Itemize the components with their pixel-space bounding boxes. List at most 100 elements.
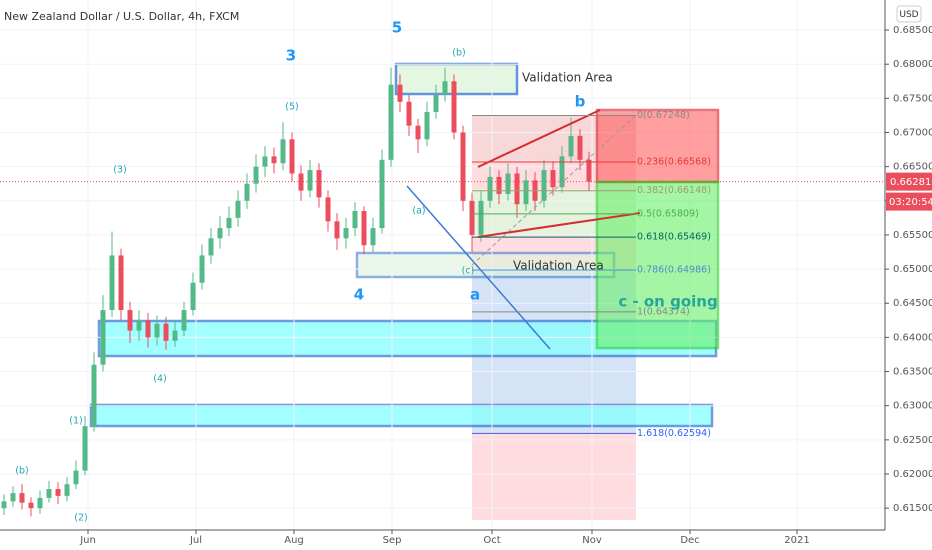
trend-line bbox=[406, 185, 551, 350]
annotation: a bbox=[470, 286, 480, 304]
price-tag-label: 0.66281 bbox=[890, 177, 931, 188]
drawings-over: 0(0.67248) 0.236(0.66568) 0.382(0.66148) 0.… bbox=[15, 19, 720, 524]
candle-body bbox=[343, 228, 349, 239]
y-tick-label: 0.61500 bbox=[893, 503, 932, 514]
candle-body bbox=[73, 470, 79, 485]
y-tick-label: 0.62000 bbox=[893, 469, 932, 480]
fib-label: 1(0.64374) bbox=[637, 306, 690, 317]
candle-body bbox=[298, 173, 304, 191]
trend-line bbox=[477, 212, 641, 238]
currency-label[interactable]: USD bbox=[899, 10, 918, 20]
candle-body bbox=[307, 170, 313, 191]
candle-body bbox=[469, 200, 475, 235]
candle-body bbox=[496, 176, 502, 194]
x-tick-label: 2021 bbox=[784, 535, 809, 546]
candle-body bbox=[28, 502, 34, 509]
candle-body bbox=[505, 173, 511, 194]
candle-body bbox=[163, 323, 169, 341]
candle-body bbox=[64, 484, 70, 496]
y-tick-label: 0.62500 bbox=[893, 435, 932, 446]
candle-body bbox=[199, 255, 205, 283]
trend-line bbox=[477, 109, 601, 168]
chart-title: New Zealand Dollar / U.S. Dollar, 4h, FX… bbox=[4, 10, 239, 23]
candle-body bbox=[325, 197, 331, 222]
annotation: (c) bbox=[462, 266, 475, 277]
candle-body bbox=[568, 135, 574, 157]
annotation: (5) bbox=[285, 102, 298, 113]
annotation: Validation Area bbox=[522, 71, 613, 85]
candle-body bbox=[208, 238, 214, 256]
candle-body bbox=[433, 94, 439, 113]
y-tick-label: 0.66500 bbox=[893, 162, 932, 173]
annotation: (b) bbox=[452, 48, 465, 59]
fib-label: 0.5(0.65809) bbox=[637, 208, 699, 219]
candle-body bbox=[37, 497, 43, 509]
candle-body bbox=[424, 112, 430, 140]
fib-trend bbox=[471, 114, 637, 266]
candle-body bbox=[226, 217, 232, 229]
annotation: (3) bbox=[113, 165, 126, 176]
candle-body bbox=[46, 489, 52, 498]
annotation: (2) bbox=[74, 513, 87, 524]
fib-label: 0.786(0.64986) bbox=[637, 265, 711, 276]
candle-body bbox=[487, 176, 493, 201]
candle-body bbox=[361, 211, 367, 246]
candle-body bbox=[559, 156, 565, 188]
annotation: 5 bbox=[392, 19, 402, 37]
candle-body bbox=[253, 166, 259, 184]
annotation: (1) bbox=[69, 416, 82, 427]
candle-body bbox=[109, 255, 115, 311]
price-tag bbox=[886, 172, 932, 191]
grid bbox=[0, 0, 885, 530]
annotation: c - on going bbox=[618, 293, 717, 311]
y-tick-label: 0.65000 bbox=[893, 264, 932, 275]
target-box bbox=[595, 180, 720, 350]
stop-box bbox=[595, 108, 720, 184]
candle-body bbox=[451, 81, 457, 133]
candle-body bbox=[442, 81, 448, 95]
price-axis bbox=[885, 0, 932, 550]
candle-body bbox=[280, 139, 286, 164]
y-tick-label: 0.65500 bbox=[893, 230, 932, 241]
candle-body bbox=[100, 310, 106, 365]
candle-body bbox=[145, 320, 151, 338]
candle-body bbox=[406, 101, 412, 126]
x-tick-label: Sep bbox=[383, 535, 402, 546]
candle-body bbox=[514, 173, 520, 205]
y-tick-label: 0.63000 bbox=[893, 401, 932, 412]
fib-label: 0.382(0.66148) bbox=[637, 185, 711, 196]
x-tick-label: Oct bbox=[483, 535, 500, 546]
candle-body bbox=[127, 310, 133, 331]
annotation: 4 bbox=[354, 286, 364, 304]
annotation: Validation Area bbox=[513, 259, 604, 273]
candle-body bbox=[1, 501, 7, 509]
candle-body bbox=[586, 159, 592, 182]
candle-body bbox=[190, 282, 196, 311]
candle-body bbox=[235, 200, 241, 218]
y-tick-label: 0.63500 bbox=[893, 367, 932, 378]
candle-body bbox=[379, 159, 385, 229]
fib-label: 0.618(0.65469) bbox=[637, 232, 711, 243]
x-tick-label: Jun bbox=[79, 535, 96, 546]
candle-body bbox=[550, 170, 556, 188]
annotation: (b) bbox=[15, 466, 28, 477]
support-zone bbox=[89, 403, 714, 428]
candle-body bbox=[19, 493, 25, 503]
x-tick-label: Jul bbox=[189, 535, 202, 546]
candle-body bbox=[523, 180, 529, 205]
candle-body bbox=[181, 310, 187, 331]
candle-body bbox=[10, 493, 16, 502]
candle-body bbox=[460, 132, 466, 201]
x-tick-label: Dec bbox=[680, 535, 699, 546]
candle-body bbox=[316, 170, 322, 198]
currency-button[interactable] bbox=[896, 5, 922, 23]
x-tick-label: Nov bbox=[582, 535, 602, 546]
countdown-tag bbox=[886, 192, 932, 211]
candle-body bbox=[289, 139, 295, 174]
annotation: 3 bbox=[286, 47, 296, 65]
y-tick-label: 0.64500 bbox=[893, 298, 932, 309]
candle-body bbox=[370, 228, 376, 246]
x-tick-label: Aug bbox=[284, 535, 304, 546]
candles bbox=[1, 67, 592, 517]
